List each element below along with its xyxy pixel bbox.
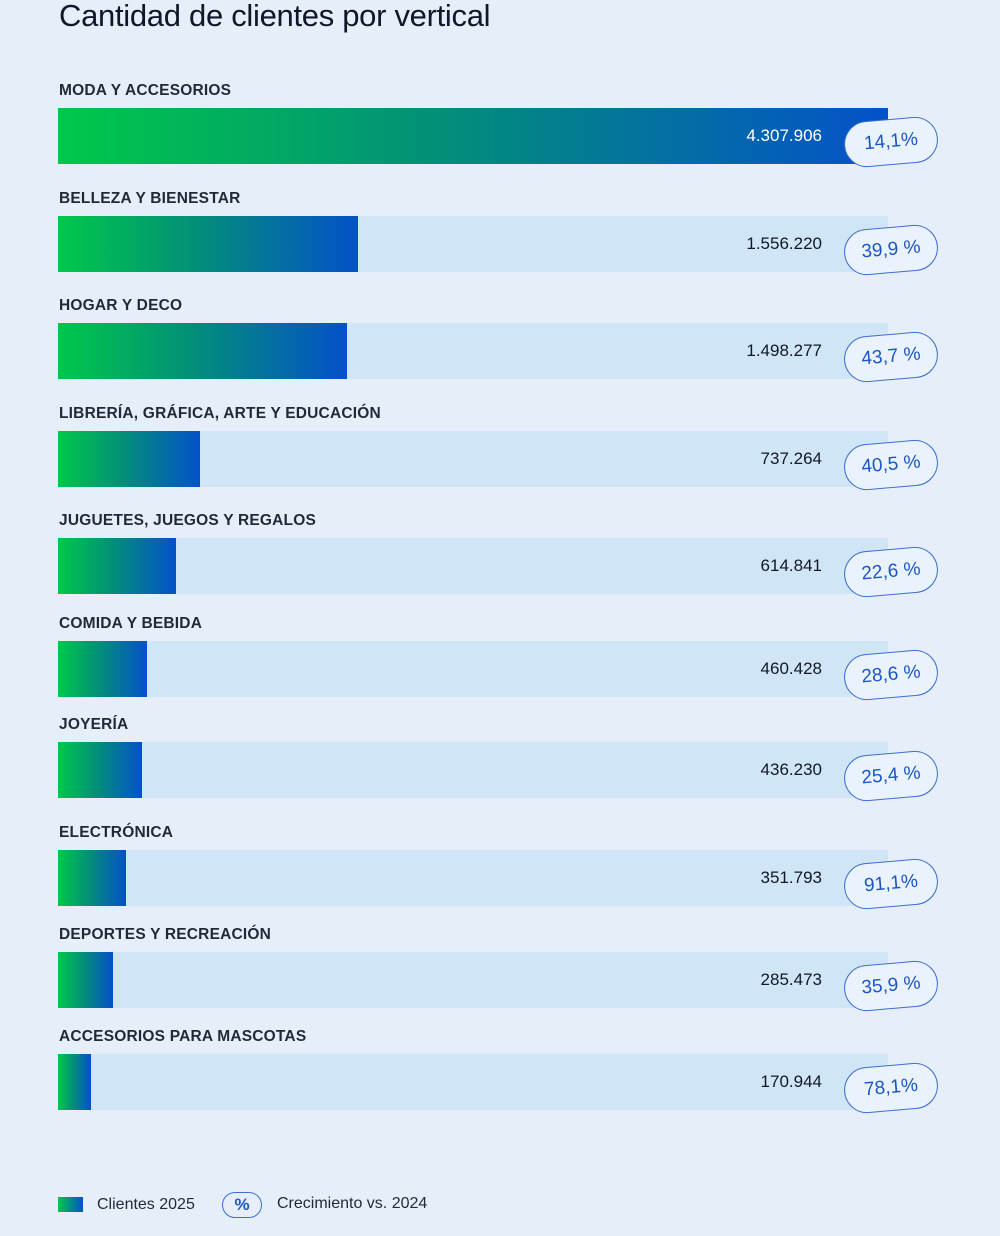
bar [58, 108, 888, 164]
legend-label-crecimiento: Crecimiento vs. 2024 [277, 1195, 428, 1212]
category-label: ELECTRÓNICA [59, 824, 174, 841]
bar-row: LIBRERÍA, GRÁFICA, ARTE Y EDUCACIÓN 737.2… [0, 405, 1000, 493]
chart-title: Cantidad de clientes por vertical [59, 0, 491, 33]
category-label: HOGAR Y DECO [59, 297, 183, 314]
bar-track [58, 952, 888, 1008]
bar-row: COMIDA Y BEBIDA 460.428 28,6 % [0, 615, 1000, 703]
bar-row: ACCESORIOS PARA MASCOTAS 170.944 78,1% [0, 1028, 1000, 1116]
growth-badge: 43,7 % [842, 329, 940, 385]
category-label: ACCESORIOS PARA MASCOTAS [59, 1028, 307, 1045]
bar-value-label: 737.264 [760, 449, 822, 468]
bar [58, 850, 126, 906]
bar [58, 216, 358, 272]
bar-value-label: 460.428 [760, 659, 822, 678]
category-label: DEPORTES Y RECREACIÓN [59, 926, 272, 943]
bar [58, 538, 176, 594]
growth-badge: 40,5 % [842, 437, 940, 493]
bar-value-label: 1.556.220 [746, 234, 822, 253]
bar-value-label: 436.230 [760, 760, 822, 779]
bar-track [58, 850, 888, 906]
bar-row: ELECTRÓNICA 351.793 91,1% [0, 824, 1000, 912]
category-label: JUGUETES, JUEGOS Y REGALOS [59, 512, 316, 529]
bar-value-label: 4.307.906 [746, 126, 822, 145]
growth-badge: 25,4 % [842, 748, 940, 804]
bar [58, 431, 200, 487]
legend: Clientes 2025 % Crecimiento vs. 2024 [58, 1192, 498, 1218]
bar [58, 641, 147, 697]
bar-value-label: 285.473 [760, 970, 822, 989]
category-label: BELLEZA Y BIENESTAR [59, 190, 241, 207]
category-label: COMIDA Y BEBIDA [59, 615, 203, 632]
legend-swatch-clientes [58, 1197, 83, 1212]
bar-row: HOGAR Y DECO 1.498.277 43,7 % [0, 297, 1000, 385]
category-label: JOYERÍA [59, 716, 129, 733]
bar-track [58, 742, 888, 798]
bar-row: JUGUETES, JUEGOS Y REGALOS 614.841 22,6 % [0, 512, 1000, 600]
bar [58, 952, 113, 1008]
growth-badge: 39,9 % [842, 222, 940, 278]
category-label: LIBRERÍA, GRÁFICA, ARTE Y EDUCACIÓN [59, 405, 381, 422]
bar-track [58, 641, 888, 697]
bar [58, 742, 142, 798]
growth-badge: 28,6 % [842, 647, 940, 703]
bar-track [58, 538, 888, 594]
legend-label-clientes: Clientes 2025 [97, 1196, 195, 1213]
growth-badge: 14,1% [842, 114, 940, 170]
bar-value-label: 614.841 [760, 556, 822, 575]
category-label: MODA Y ACCESORIOS [59, 82, 232, 99]
growth-badge: 22,6 % [842, 544, 940, 600]
bar [58, 323, 347, 379]
bar-row: BELLEZA Y BIENESTAR 1.556.220 39,9 % [0, 190, 1000, 278]
bar-value-label: 351.793 [760, 868, 822, 887]
bar-row: JOYERÍA 436.230 25,4 % [0, 716, 1000, 804]
bar-track [58, 1054, 888, 1110]
bar-value-label: 1.498.277 [746, 341, 822, 360]
bar-row: DEPORTES Y RECREACIÓN 285.473 35,9 % [0, 926, 1000, 1014]
growth-badge: 91,1% [842, 856, 940, 912]
growth-badge: 35,9 % [842, 958, 940, 1014]
bar [58, 1054, 91, 1110]
legend-percent-icon: % [222, 1192, 262, 1218]
bar-row: MODA Y ACCESORIOS 4.307.906 14,1% [0, 82, 1000, 170]
growth-badge: 78,1% [842, 1060, 940, 1116]
bar-value-label: 170.944 [760, 1072, 822, 1091]
